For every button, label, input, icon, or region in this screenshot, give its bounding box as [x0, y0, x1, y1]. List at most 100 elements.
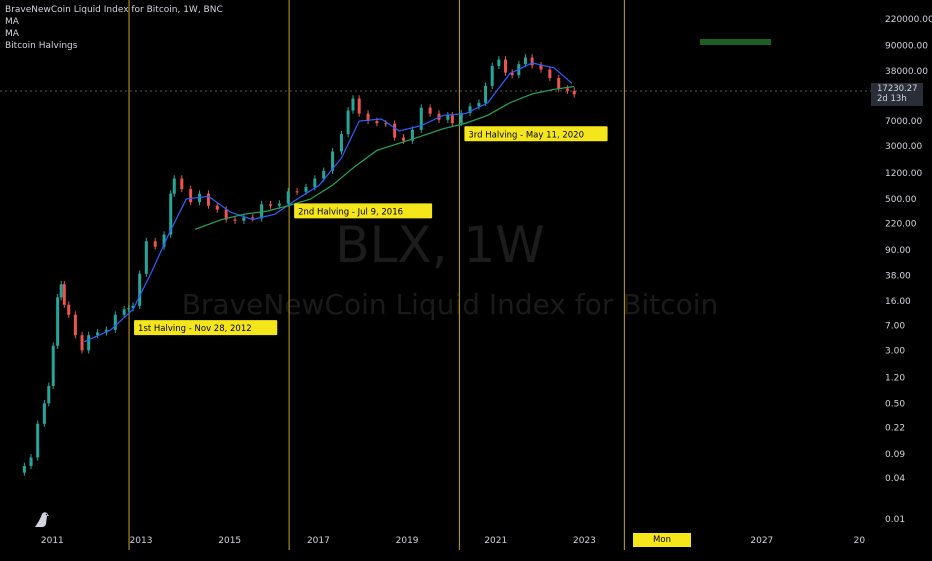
x-tick-label: 2027 [750, 536, 773, 546]
x-tick-label: 2011 [41, 536, 64, 546]
candle-body [572, 90, 576, 95]
candle-body [339, 134, 343, 152]
y-tick-label: 1.20 [885, 373, 905, 383]
halving-annotation-box [134, 320, 278, 336]
candle-body [375, 121, 379, 124]
legend-title[interactable]: BraveNewCoin Liquid Index for Bitcoin, 1… [5, 5, 223, 15]
legend-indicator-ma-2[interactable]: MA [5, 29, 19, 39]
candle-body [357, 98, 361, 114]
candle-body [295, 191, 299, 193]
halving-annotation-box [464, 126, 608, 142]
candle-body [313, 178, 317, 188]
candle-body [162, 234, 166, 247]
y-tick-label: 1200.00 [885, 169, 922, 179]
y-tick-label: 7000.00 [885, 117, 922, 127]
watermark: BLX, 1W BraveNewCoin Liquid Index for Bi… [182, 216, 719, 321]
x-axis[interactable]: 20112013201520172019202120232025202720 [41, 536, 866, 546]
watermark-symbol: BLX, 1W [335, 216, 544, 274]
candle-body [189, 189, 193, 203]
ma-fast-line [84, 62, 573, 343]
candle-body [67, 304, 71, 315]
y-tick-label: 220000.00 [885, 15, 932, 25]
y-tick-label: 7.00 [885, 321, 905, 331]
candle-body [29, 457, 33, 466]
candle-body [393, 123, 397, 138]
green-zone-marker [700, 39, 771, 45]
candle-body [36, 423, 40, 458]
candle-body [410, 129, 414, 141]
last-price-value: 17230.27 [877, 84, 918, 94]
candle-body [450, 115, 454, 124]
y-tick-label: 0.01 [885, 515, 905, 525]
y-tick-label: 0.50 [885, 399, 905, 409]
y-axis[interactable]: 220000.00 90000.00 38000.00 7000.00 3000.00 1… [885, 15, 932, 525]
halving-annotation-label: 3rd Halving - May 11, 2020 [468, 130, 584, 140]
candle-body [548, 69, 552, 79]
crosshair-date-label: Mon 29/01/24 [633, 533, 691, 559]
y-tick-label: 90.00 [885, 246, 911, 256]
candle-body [144, 241, 148, 274]
candle-body [419, 107, 423, 130]
candle-body [62, 284, 66, 305]
candle-body [59, 284, 63, 298]
candle-body [127, 308, 131, 310]
chart-legend: BraveNewCoin Liquid Index for Bitcoin, 1… [5, 4, 223, 52]
candle-body [96, 332, 100, 336]
x-tick-label: 2019 [396, 536, 419, 546]
bar-countdown: 2d 13h [877, 94, 907, 104]
candle-body [490, 66, 494, 86]
candle-body [468, 106, 472, 113]
x-tick-label: 20 [854, 536, 866, 546]
candle-body [169, 193, 173, 235]
halving-annotation-label: 2nd Halving - Jul 9, 2016 [298, 207, 403, 217]
x-tick-label: 2021 [484, 536, 507, 546]
candle-body [484, 85, 488, 103]
candle-body [73, 314, 77, 336]
candle-body [322, 170, 326, 179]
candle-body [566, 88, 570, 91]
y-tick-label: 220.00 [885, 219, 917, 229]
price-candles [22, 54, 576, 476]
candle-body [215, 205, 219, 210]
candle-body [384, 123, 388, 125]
y-tick-label: 0.22 [885, 424, 905, 434]
candle-body [510, 72, 514, 76]
candle-body [206, 193, 210, 206]
candle-body [153, 241, 157, 247]
candle-body [242, 217, 246, 221]
candle-body [251, 217, 255, 219]
candle-body [233, 219, 237, 221]
candle-body [113, 314, 117, 330]
candle-body [22, 465, 26, 473]
y-tick-label: 3000.00 [885, 142, 922, 152]
candle-body [131, 305, 135, 309]
candle-body [557, 78, 561, 89]
y-tick-label: 0.04 [885, 474, 905, 484]
candle-body [351, 98, 355, 111]
candle-body [539, 65, 543, 70]
x-tick-label: 2017 [307, 536, 330, 546]
y-tick-label: 500.00 [885, 195, 917, 205]
last-price-label: 17230.27 2d 13h [871, 83, 923, 106]
y-tick-label: 0.09 [885, 450, 905, 460]
candle-body [51, 345, 55, 386]
halving-annotation-label: 1st Halving - Nov 28, 2012 [138, 324, 252, 334]
candle-body [224, 209, 228, 220]
y-tick-label: 38000.00 [885, 67, 928, 77]
candle-body [277, 203, 281, 206]
candle-body [346, 110, 350, 135]
y-tick-label: 38.00 [885, 271, 911, 281]
y-tick-label: 3.00 [885, 346, 905, 356]
watermark-name: BraveNewCoin Liquid Index for Bitcoin [182, 288, 719, 321]
candle-body [87, 335, 91, 351]
candle-body [504, 59, 508, 73]
candle-body [428, 107, 432, 114]
legend-indicator-halvings[interactable]: Bitcoin Halvings [5, 41, 78, 51]
candle-body [523, 57, 527, 65]
candle-body [42, 403, 46, 424]
legend-indicator-ma-1[interactable]: MA [5, 17, 19, 27]
candle-body [56, 297, 60, 346]
candle-body [180, 178, 184, 190]
candle-body [172, 178, 176, 194]
